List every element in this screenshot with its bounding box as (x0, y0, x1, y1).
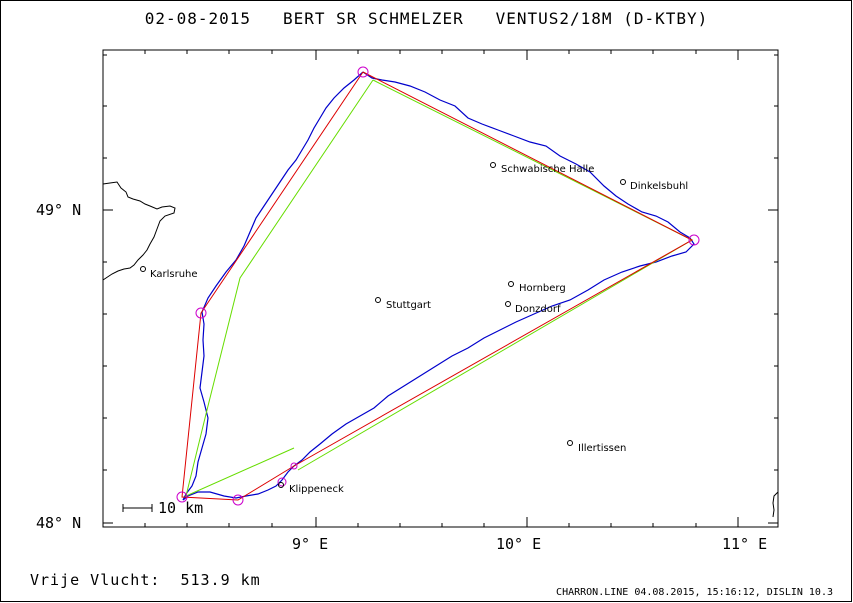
city-stuttgart: Stuttgart (386, 300, 431, 311)
turnpoint-circle (688, 234, 700, 246)
task-route (181, 71, 694, 501)
city-karlsruhe: Karlsruhe (150, 269, 198, 280)
city-hornberg: Hornberg (519, 283, 566, 294)
city-dinkelsbuhl: Dinkelsbuhl (630, 181, 688, 192)
turnpoint-circle (232, 494, 244, 506)
credit-line: CHARRON.LINE 04.08.2015, 15:16:12, DISLI… (556, 587, 833, 598)
turnpoint-circle (195, 307, 207, 319)
axis-ticks (103, 50, 778, 527)
border-line (102, 181, 176, 281)
city-donzdorf: Donzdorf (515, 304, 561, 315)
turnpoint-circle (277, 477, 287, 487)
flight-title: 02-08-2015 BERT SR SCHMELZER VENTUS2/18M… (144, 9, 709, 28)
turnpoint-circle (176, 491, 188, 503)
lon-label-9: 9° E (292, 535, 328, 553)
turnpoint-circle (290, 462, 298, 470)
plot-border (102, 49, 779, 528)
lon-label-10: 10° E (496, 535, 541, 553)
lat-label-49: 49° N (36, 201, 81, 219)
city-klippeneck: Klippeneck (289, 484, 344, 495)
optimized-route (185, 79, 374, 497)
gps-track (182, 71, 695, 501)
scale-bar-label: 10 km (158, 499, 203, 517)
free-flight-distance: Vrije Vlucht: 513.9 km (30, 571, 261, 589)
turnpoint-circle (357, 66, 369, 78)
border-line-east (772, 491, 779, 518)
turnpoints (176, 66, 700, 506)
lon-label-11: 11° E (722, 535, 767, 553)
scale-bar (122, 504, 153, 512)
optimized-route-return (297, 79, 694, 471)
lat-label-48: 48° N (36, 514, 81, 532)
city-illertissen: Illertissen (578, 443, 626, 454)
city-schwabische-halle: Schwabische Halle (501, 164, 594, 175)
city-markers (140, 162, 626, 488)
